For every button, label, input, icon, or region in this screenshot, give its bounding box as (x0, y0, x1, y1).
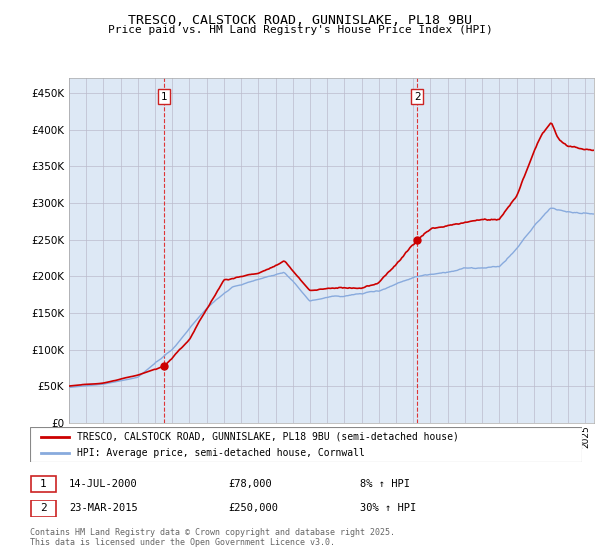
Text: 2: 2 (40, 503, 47, 514)
Text: Price paid vs. HM Land Registry's House Price Index (HPI): Price paid vs. HM Land Registry's House … (107, 25, 493, 35)
FancyBboxPatch shape (31, 476, 56, 492)
Text: 8% ↑ HPI: 8% ↑ HPI (360, 479, 410, 489)
Text: TRESCO, CALSTOCK ROAD, GUNNISLAKE, PL18 9BU: TRESCO, CALSTOCK ROAD, GUNNISLAKE, PL18 … (128, 14, 472, 27)
Text: 30% ↑ HPI: 30% ↑ HPI (360, 503, 416, 514)
FancyBboxPatch shape (30, 427, 582, 462)
Text: TRESCO, CALSTOCK ROAD, GUNNISLAKE, PL18 9BU (semi-detached house): TRESCO, CALSTOCK ROAD, GUNNISLAKE, PL18 … (77, 432, 459, 442)
Text: Contains HM Land Registry data © Crown copyright and database right 2025.
This d: Contains HM Land Registry data © Crown c… (30, 528, 395, 547)
Text: 14-JUL-2000: 14-JUL-2000 (69, 479, 138, 489)
Text: HPI: Average price, semi-detached house, Cornwall: HPI: Average price, semi-detached house,… (77, 447, 365, 458)
FancyBboxPatch shape (31, 501, 56, 516)
Text: 1: 1 (40, 479, 47, 489)
Text: 2: 2 (414, 92, 421, 102)
Text: £78,000: £78,000 (228, 479, 272, 489)
Text: 23-MAR-2015: 23-MAR-2015 (69, 503, 138, 514)
Text: £250,000: £250,000 (228, 503, 278, 514)
Text: 1: 1 (161, 92, 167, 102)
